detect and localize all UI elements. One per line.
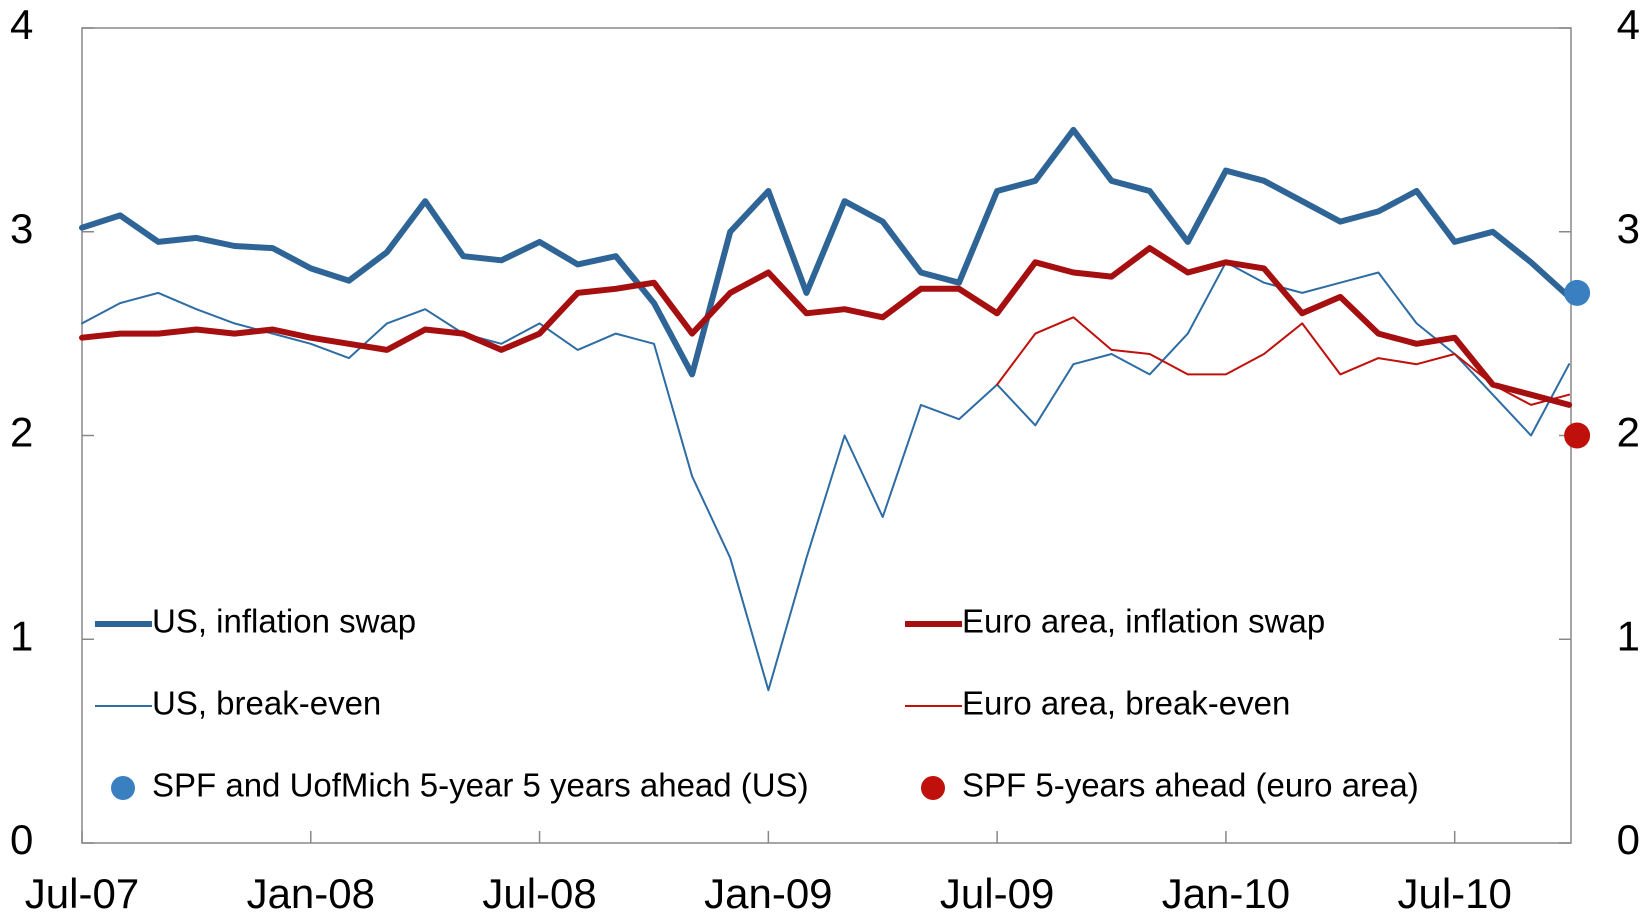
x-tick-label: Jan-10 — [1162, 870, 1290, 917]
legend-label: SPF 5-years ahead (euro area) — [962, 767, 1419, 804]
y2-tick-label: 4 — [1617, 1, 1640, 48]
series-line — [79, 126, 1573, 378]
series-line — [79, 245, 1573, 408]
legend-label: Euro area, inflation swap — [962, 603, 1325, 640]
end-marker — [1564, 279, 1591, 306]
y-tick-label: 3 — [10, 205, 33, 252]
y-tick-label: 4 — [10, 1, 33, 48]
x-tick-label: Jan-08 — [247, 870, 375, 917]
y2-tick-label: 3 — [1617, 205, 1640, 252]
y-tick-label: 1 — [10, 612, 33, 659]
x-tick-label: Jan-09 — [704, 870, 832, 917]
legend-marker — [111, 776, 135, 800]
y-tick-label: 0 — [10, 816, 33, 863]
legend-label: US, break-even — [152, 685, 381, 722]
y-tick-label: 2 — [10, 409, 33, 456]
legend-label: SPF and UofMich 5-year 5 years ahead (US… — [152, 767, 809, 804]
y2-tick-label: 0 — [1617, 816, 1640, 863]
x-tick-label: Jul-07 — [25, 870, 139, 917]
y2-tick-label: 1 — [1617, 612, 1640, 659]
legend-label: Euro area, break-even — [962, 685, 1290, 722]
end-marker — [1564, 422, 1591, 449]
legend-marker — [921, 776, 945, 800]
series-line — [996, 316, 1571, 406]
x-tick-label: Jul-08 — [482, 870, 596, 917]
y2-tick-label: 2 — [1617, 409, 1640, 456]
series-line — [81, 261, 1571, 692]
legend-label: US, inflation swap — [152, 603, 416, 640]
x-tick-label: Jul-09 — [940, 870, 1054, 917]
x-tick-label: Jul-10 — [1397, 870, 1511, 917]
